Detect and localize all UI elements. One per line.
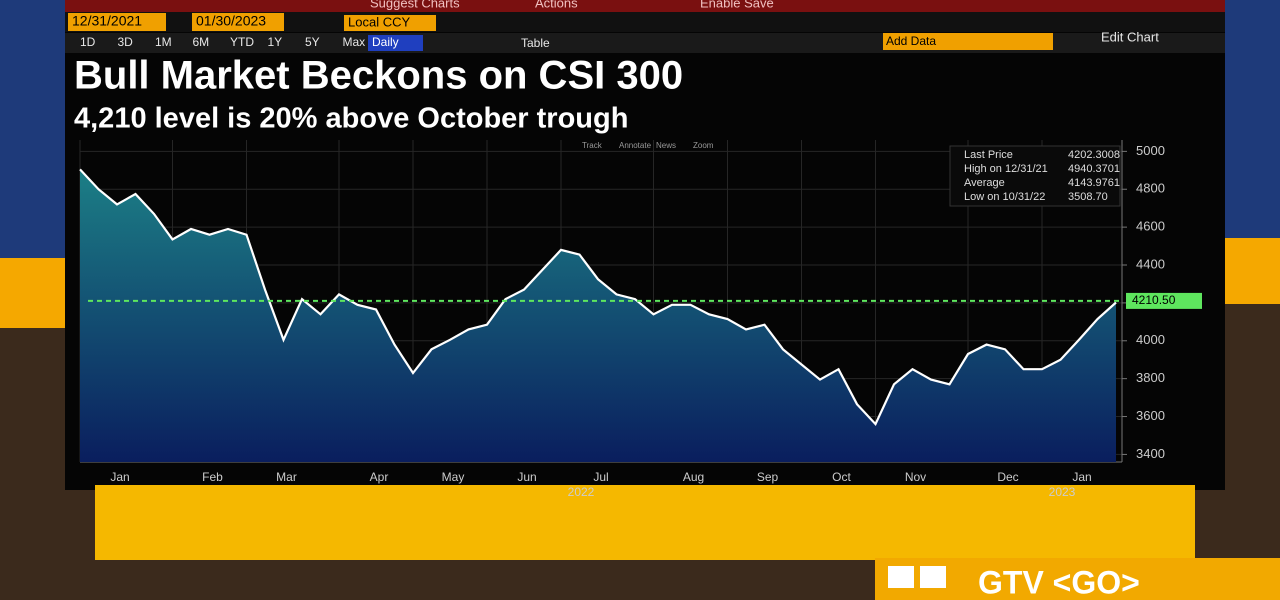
add-data[interactable]: Add Data bbox=[886, 34, 936, 48]
range-button[interactable]: 1D bbox=[80, 35, 96, 49]
menu-item[interactable]: Actions bbox=[535, 0, 578, 10]
x-tick-label: Jan bbox=[1072, 470, 1091, 484]
stats-name: Low on 10/31/22 bbox=[964, 191, 1045, 203]
icon bbox=[888, 566, 914, 588]
menu-bar bbox=[65, 0, 1225, 12]
range-button[interactable]: 6M bbox=[193, 35, 210, 49]
area bbox=[80, 169, 1116, 462]
side-screen-left bbox=[0, 0, 70, 260]
chart-tool[interactable]: Track bbox=[582, 141, 603, 150]
y-tick-label: 4400 bbox=[1136, 256, 1165, 271]
end-date[interactable]: 01/30/2023 bbox=[196, 13, 266, 29]
chart-tool[interactable]: Zoom bbox=[693, 141, 714, 150]
range-button[interactable]: YTD bbox=[230, 35, 254, 49]
y-tick-label: 3400 bbox=[1136, 446, 1165, 461]
menu-item[interactable]: Suggest Charts bbox=[370, 0, 460, 10]
stats-name: Average bbox=[964, 177, 1005, 189]
frequency[interactable]: Daily bbox=[372, 35, 399, 49]
x-tick-label: Sep bbox=[757, 470, 779, 484]
x-tick-label: May bbox=[442, 470, 465, 484]
x-tick-label: Nov bbox=[905, 470, 926, 484]
y-tick-label: 4800 bbox=[1136, 181, 1165, 196]
x-tick-label: Apr bbox=[370, 470, 389, 484]
menu-item[interactable]: Enable Save bbox=[700, 0, 774, 10]
end-date-box[interactable] bbox=[192, 13, 284, 31]
y-tick-label: 3800 bbox=[1136, 370, 1165, 385]
stats-box bbox=[949, 145, 1121, 207]
stats-value: 4202.3008 bbox=[1068, 149, 1120, 161]
currency-box[interactable] bbox=[344, 15, 436, 31]
x-tick-label: Mar bbox=[276, 470, 297, 484]
x-tick-label: Aug bbox=[683, 470, 704, 484]
x-tick-label: Jun bbox=[517, 470, 536, 484]
y-tick-label: 4600 bbox=[1136, 219, 1165, 234]
price-line bbox=[79, 168, 1117, 427]
stats-value: 3508.70 bbox=[1068, 191, 1108, 203]
icon bbox=[920, 566, 946, 588]
table-button[interactable]: Table bbox=[521, 36, 550, 50]
chart-subtitle: 4,210 level is 20% above October trough bbox=[74, 103, 628, 135]
x-year-label: 2022 bbox=[568, 485, 595, 499]
edit-chart[interactable]: Edit Chart bbox=[1101, 29, 1159, 44]
x-year-label: 2023 bbox=[1049, 485, 1076, 499]
add-data-box[interactable] bbox=[883, 33, 1053, 50]
range-button[interactable]: 1Y bbox=[268, 35, 283, 49]
x-tick-label: Jul bbox=[593, 470, 608, 484]
x-tick-label: Feb bbox=[202, 470, 223, 484]
range-button[interactable]: Max bbox=[343, 35, 366, 49]
stats-name: Last Price bbox=[964, 149, 1013, 161]
y-tick-label: 4000 bbox=[1136, 332, 1165, 347]
y-tick-label: 5000 bbox=[1136, 143, 1165, 158]
start-date[interactable]: 12/31/2021 bbox=[72, 13, 142, 29]
range-button[interactable]: 1M bbox=[155, 35, 172, 49]
currency[interactable]: Local CCY bbox=[348, 14, 410, 29]
x-tick-label: Oct bbox=[832, 470, 851, 484]
chart-tool[interactable]: News bbox=[656, 141, 676, 150]
range-button[interactable]: 3D bbox=[118, 35, 134, 49]
stats-name: High on 12/31/21 bbox=[964, 163, 1048, 175]
reference-label: 4210.50 bbox=[1132, 293, 1176, 307]
x-tick-label: Dec bbox=[997, 470, 1018, 484]
chart-tool[interactable]: Annotate bbox=[619, 141, 652, 150]
range-button[interactable]: 5Y bbox=[305, 35, 320, 49]
y-tick-label: 3600 bbox=[1136, 408, 1165, 423]
x-tick-label: Jan bbox=[110, 470, 129, 484]
start-date-box[interactable] bbox=[68, 13, 166, 31]
yellow-band bbox=[95, 485, 1195, 560]
stats-value: 4940.3701 bbox=[1068, 163, 1120, 175]
stats-value: 4143.9761 bbox=[1068, 177, 1120, 189]
frequency-box[interactable] bbox=[368, 35, 423, 51]
function-code: GTV <GO> bbox=[978, 564, 1140, 600]
side-screen-right bbox=[1215, 0, 1280, 240]
reference-label-box bbox=[1126, 292, 1202, 309]
chart-title: Bull Market Beckons on CSI 300 bbox=[74, 54, 683, 98]
